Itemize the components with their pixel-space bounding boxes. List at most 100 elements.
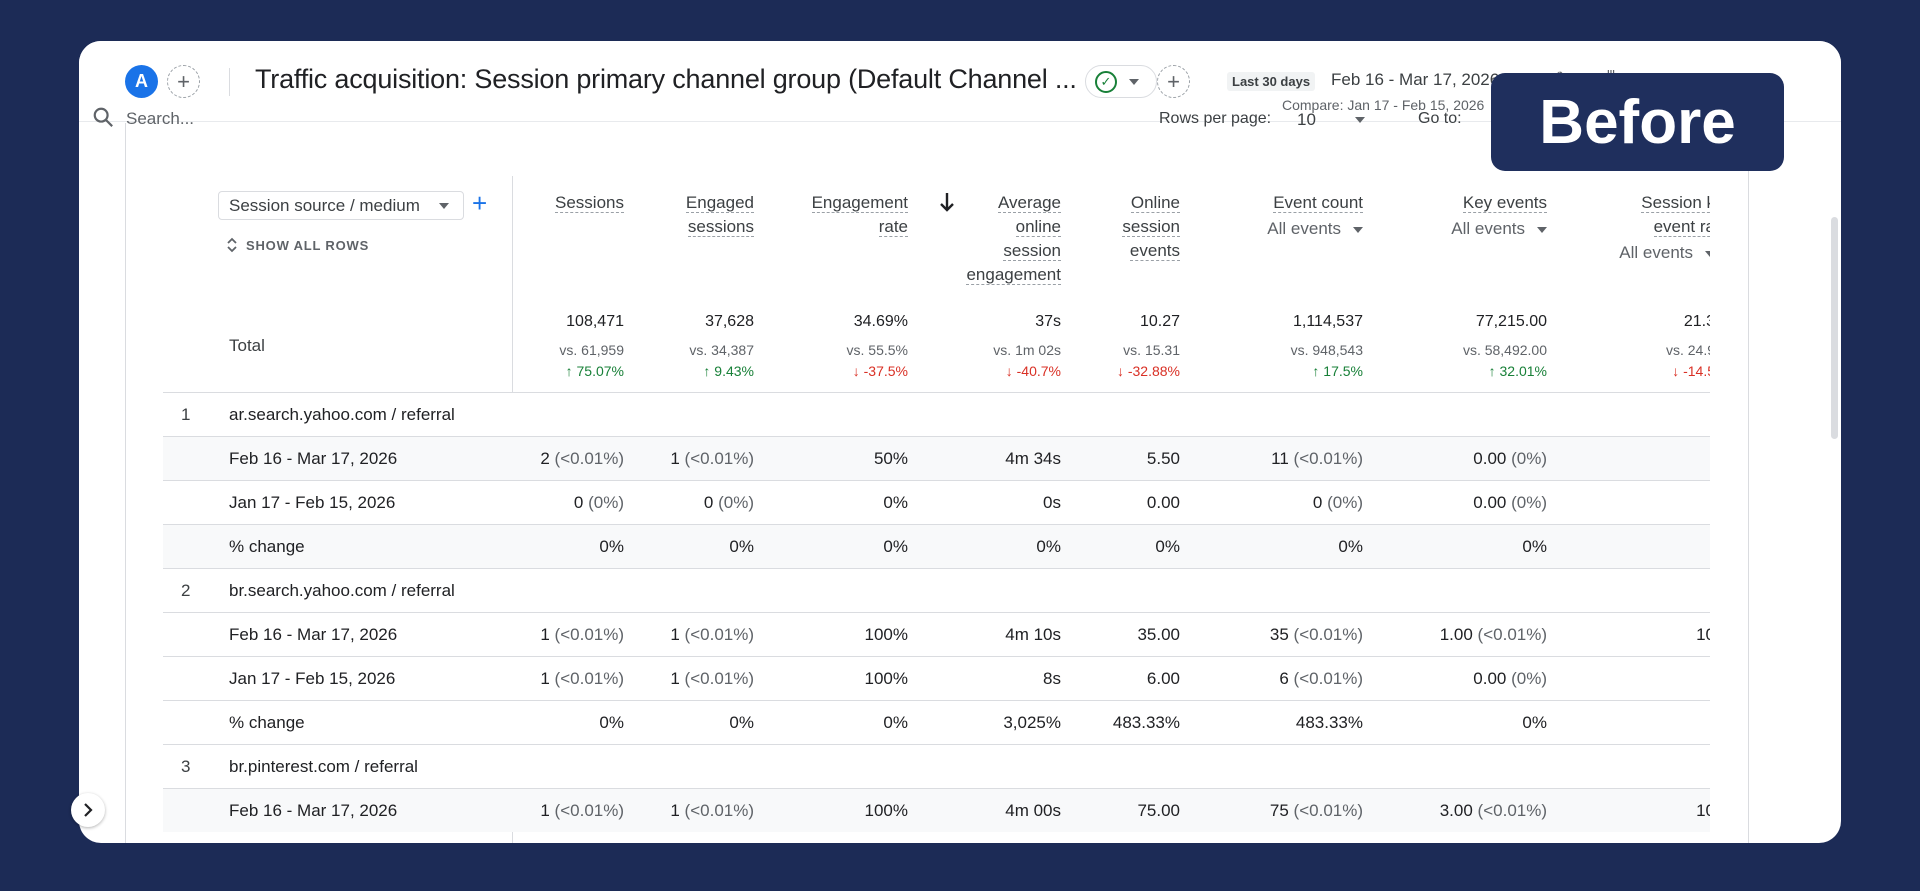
column-header-keyevents[interactable]: Key events All events (1451, 191, 1547, 241)
cell-value: 1 (670, 669, 680, 688)
cell-value: 0% (599, 713, 624, 732)
event-filter-select[interactable]: All events (1267, 217, 1363, 241)
cell-value: 1 (540, 801, 550, 820)
arrow-up-icon: ↑ (1312, 363, 1324, 379)
total-comparison: vs. 61,959 (559, 342, 624, 358)
add-comparison-icon[interactable]: + (167, 65, 200, 98)
source-medium-label[interactable]: ar.search.yahoo.com / referral (229, 405, 455, 424)
table-cell: 1 (<0.01%) (540, 801, 624, 821)
sort-descending-icon[interactable] (939, 191, 955, 213)
cell-percent: (<0.01%) (1293, 625, 1363, 644)
table-cell: 8s (1043, 669, 1061, 689)
table-row: Feb 16 - Mar 17, 2026 1 (<0.01%) 1 (<0.01%… (163, 612, 1710, 656)
total-value: 21.3 (1683, 313, 1710, 330)
column-header-avgeng[interactable]: Average online session engagement (966, 191, 1061, 287)
cell-value: 0 (1312, 493, 1323, 512)
total-change: ↑ 9.43% (689, 363, 754, 385)
cell-value: 0.00 (1473, 669, 1507, 688)
total-cell: 10.27 vs. 15.31 ↓ -32.88% (1117, 313, 1180, 385)
cell-percent: (<0.01%) (1293, 669, 1363, 688)
cell-percent: (0%) (588, 493, 624, 512)
table-cell: 1 (<0.01%) (670, 449, 754, 469)
cell-value: 0% (1522, 713, 1547, 732)
cell-percent: (0%) (718, 493, 754, 512)
table-cell: 0% (599, 537, 624, 557)
scrollbar[interactable] (1831, 217, 1838, 439)
arrow-up-icon: ↑ (565, 363, 577, 379)
total-change: ↑ 17.5% (1291, 363, 1363, 385)
table-cell: 483.33% (1113, 713, 1180, 733)
total-cell: 37,628 vs. 34,387 ↑ 9.43% (689, 313, 754, 385)
table-cell: 0s (1043, 493, 1061, 513)
column-header-sessionkey[interactable]: Session k event ra All events (1619, 191, 1710, 265)
source-medium-label[interactable]: br.search.yahoo.com / referral (229, 581, 455, 600)
cell-value: 0.00 (1146, 493, 1180, 512)
table-cell: 75 (<0.01%) (1270, 801, 1363, 821)
table-cell: 5.50 (1147, 449, 1180, 469)
table-cell: 0% (599, 713, 624, 733)
total-change: ↓ -32.88% (1117, 363, 1180, 385)
table-cell: 11 (<0.01%) (1271, 449, 1363, 469)
table-cell: 0.00 (0%) (1473, 449, 1547, 469)
table-cell: 100% (865, 801, 908, 821)
avatar[interactable]: A (125, 65, 158, 98)
cell-value: 4m 00s (1005, 801, 1061, 820)
column-header-sessions[interactable]: Sessions (555, 191, 624, 215)
add-filter-icon[interactable]: + (1157, 65, 1190, 98)
show-all-rows-button[interactable]: SHOW ALL ROWS (226, 236, 369, 254)
column-header-engaged[interactable]: Engaged sessions (685, 191, 754, 239)
table-group-row: 2 br.search.yahoo.com / referral (163, 568, 1710, 612)
cell-value: 4m 34s (1005, 449, 1061, 468)
event-filter-select[interactable]: All events (1619, 241, 1710, 265)
column-header-online[interactable]: Online session events (1122, 191, 1180, 263)
table-cell: 6 (<0.01%) (1279, 669, 1363, 689)
table-cell: 1 (<0.01%) (670, 801, 754, 821)
table-cell: 0 (0%) (704, 493, 754, 513)
arrow-down-icon: ↓ (1116, 363, 1128, 379)
total-change-value: 9.43% (714, 363, 754, 379)
cell-value: 35.00 (1137, 625, 1180, 644)
row-label: % change (229, 713, 305, 732)
column-header-line: Online (1130, 193, 1180, 213)
cell-value: 50% (873, 449, 908, 468)
search-input[interactable]: Search... (126, 109, 195, 128)
cell-percent: (0%) (1511, 493, 1547, 512)
row-number: 3 (181, 757, 191, 776)
chevron-down-icon (1705, 250, 1710, 257)
table-cell: 1 (<0.01%) (670, 625, 754, 645)
cell-value: 0.00 (1473, 493, 1507, 512)
cell-value: 0% (883, 493, 908, 512)
cell-value: 0% (729, 713, 754, 732)
total-comparison: vs. 24.9 (1665, 342, 1710, 358)
table-cell: 0 (0%) (574, 493, 624, 513)
total-change-value: 75.07% (576, 363, 624, 379)
cell-percent: (<0.01%) (1477, 801, 1547, 820)
cell-value: 100% (864, 801, 908, 820)
table-cell: 0.00 (0%) (1473, 493, 1547, 513)
arrow-up-icon: ↑ (703, 363, 715, 379)
add-dimension-icon[interactable]: + (472, 188, 488, 218)
chevron-right-icon (84, 803, 93, 817)
date-preset-tag[interactable]: Last 30 days (1227, 72, 1316, 91)
table-cell: 0% (1036, 537, 1061, 557)
expand-sidebar-button[interactable] (71, 793, 105, 827)
chevron-down-icon[interactable] (1355, 117, 1365, 123)
compare-range: Compare: Jan 17 - Feb 15, 2026 (1282, 97, 1485, 113)
arrow-up-icon: ↑ (1488, 363, 1500, 379)
table-row: Feb 16 - Mar 17, 2026 1 (<0.01%) 1 (<0.01%… (163, 788, 1710, 832)
column-header-engrate[interactable]: Engagement rate (811, 191, 908, 239)
row-label: Feb 16 - Mar 17, 2026 (229, 801, 398, 820)
table-cell: 2 (<0.01%) (540, 449, 624, 469)
row-label: Jan 17 - Feb 15, 2026 (229, 669, 396, 688)
event-filter-select[interactable]: All events (1451, 217, 1547, 241)
table-cell: 3,025% (1003, 713, 1061, 733)
dimension-select[interactable]: Session source / medium (218, 191, 464, 220)
cell-percent: (<0.01%) (684, 801, 754, 820)
column-header-eventcount[interactable]: Event count All events (1267, 191, 1363, 241)
rows-per-page-select[interactable]: 10 (1297, 110, 1316, 129)
source-medium-label[interactable]: br.pinterest.com / referral (229, 757, 418, 776)
table-cell: 75.00 (1137, 801, 1180, 821)
table-group-row: 1 ar.search.yahoo.com / referral (163, 392, 1710, 436)
status-dropdown[interactable]: ✓ (1085, 65, 1157, 98)
date-range[interactable]: Feb 16 - Mar 17, 2026 (1331, 70, 1500, 89)
